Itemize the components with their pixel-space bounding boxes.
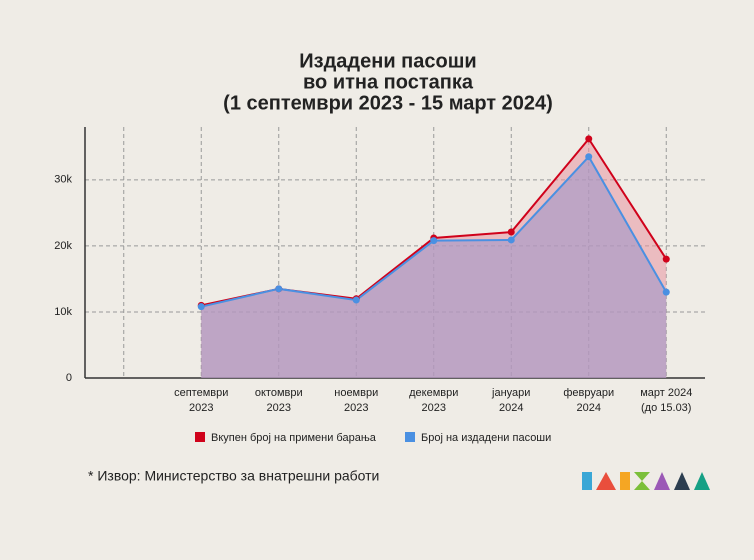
point	[585, 135, 593, 143]
y-tick-label: 20k	[54, 240, 72, 252]
point	[662, 255, 670, 263]
point	[430, 237, 438, 245]
x-tick-label: 2024	[499, 402, 523, 414]
y-tick-label: 30k	[54, 174, 72, 186]
point	[352, 296, 360, 304]
point	[507, 228, 515, 236]
x-tick-label: 2023	[267, 402, 291, 414]
x-tick-label: (до 15.03)	[641, 402, 691, 414]
x-tick-label: 2024	[577, 402, 601, 414]
legend-label: Број на издадени пасоши	[421, 432, 551, 444]
x-tick-label: јануари	[491, 387, 530, 399]
point	[662, 288, 670, 296]
x-tick-label: 2023	[189, 402, 213, 414]
source-note: * Извор: Министерство за внатрешни работ…	[88, 468, 379, 484]
point	[507, 236, 515, 244]
x-tick-label: 2023	[344, 402, 368, 414]
chart-title: Издадени пасоши	[299, 50, 476, 72]
x-tick-label: декември	[409, 387, 458, 399]
legend-label: Вкупен број на примени барања	[211, 432, 377, 444]
chart-title: во итна постапка	[303, 71, 474, 93]
x-tick-label: октомври	[255, 387, 303, 399]
y-tick-label: 0	[66, 372, 72, 384]
x-tick-label: февруари	[563, 387, 614, 399]
point	[275, 285, 283, 293]
area	[201, 156, 667, 378]
x-tick-label: септември	[174, 387, 228, 399]
legend-swatch	[195, 432, 205, 442]
legend-swatch	[405, 432, 415, 442]
x-tick-label: ноември	[334, 387, 378, 399]
y-tick-label: 10k	[54, 306, 72, 318]
point	[585, 153, 593, 161]
logo	[582, 472, 710, 490]
x-tick-label: март 2024	[640, 387, 692, 399]
chart-title: (1 септември 2023 - 15 март 2024)	[223, 92, 553, 114]
x-tick-label: 2023	[422, 402, 446, 414]
point	[197, 303, 205, 311]
